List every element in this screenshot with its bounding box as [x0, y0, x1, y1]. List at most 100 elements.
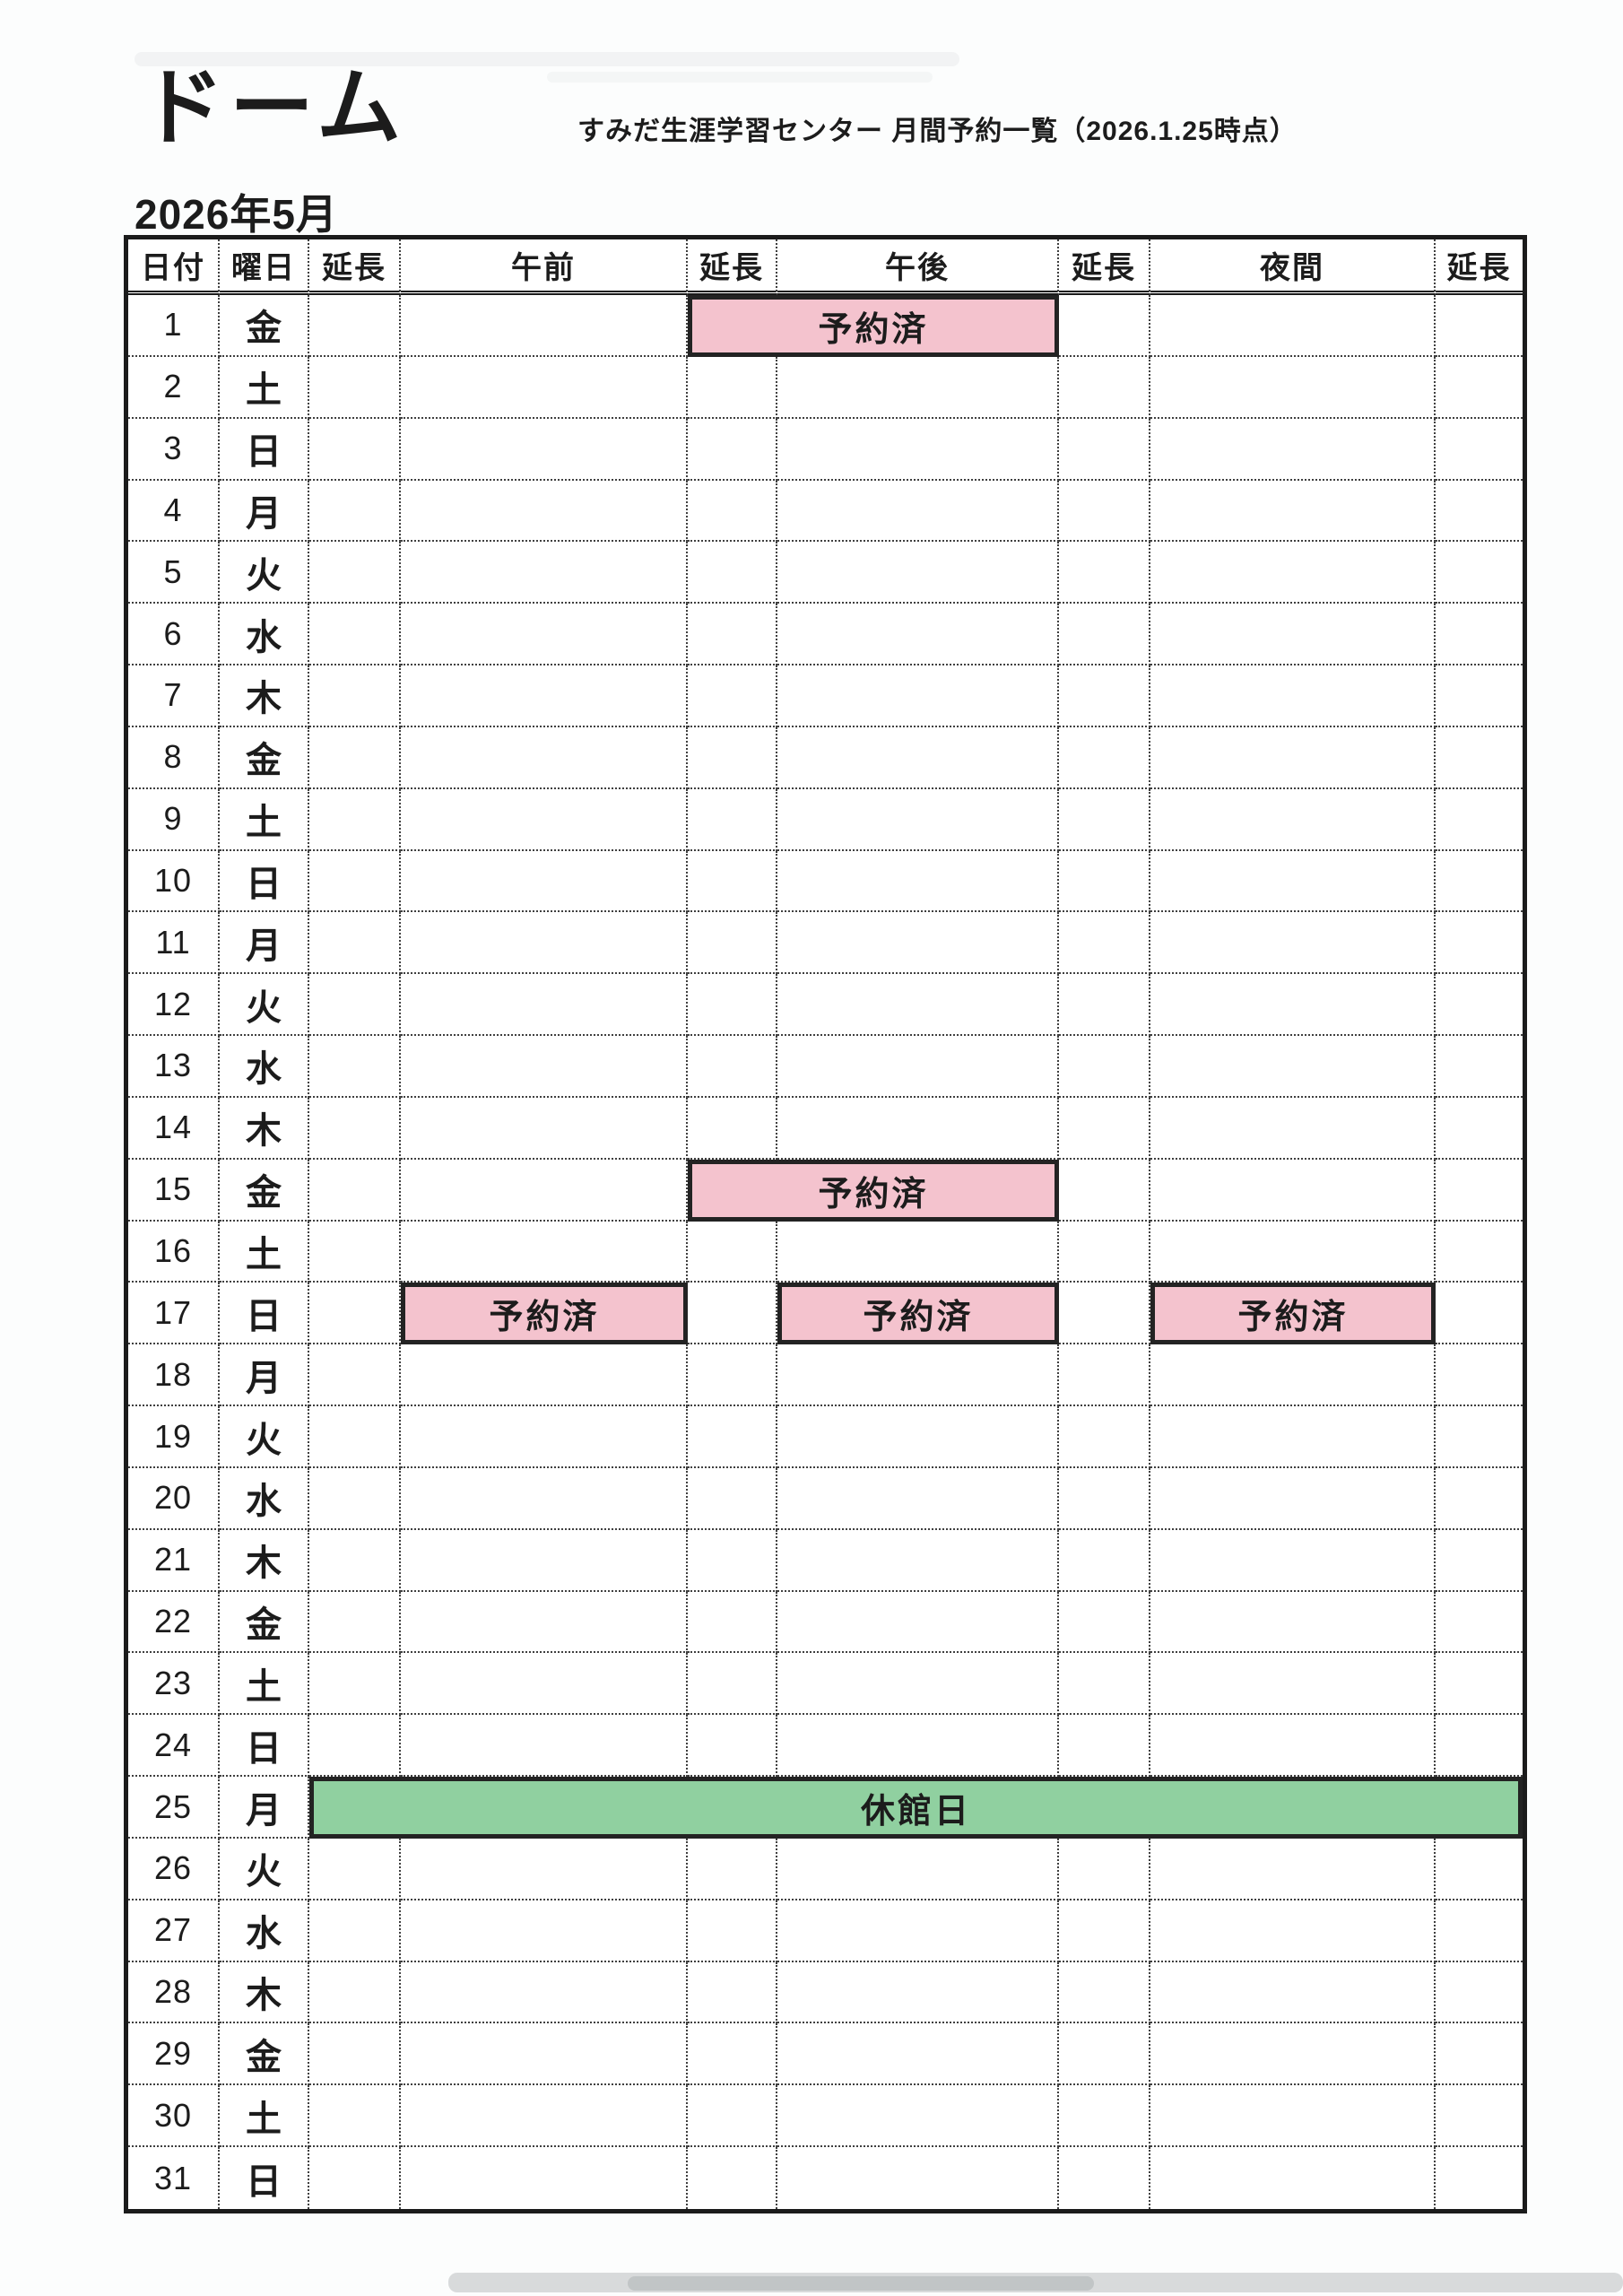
- slot-cell: [777, 480, 1059, 543]
- slot-cell: [401, 2023, 688, 2086]
- weekday-cell: 土: [220, 2085, 309, 2148]
- weekday-cell: 金: [220, 1591, 309, 1654]
- slot-cell: [1150, 788, 1436, 851]
- slot-cell: [1436, 295, 1523, 357]
- slot-cell: [1150, 2023, 1436, 2086]
- slot-cell: [1436, 912, 1523, 975]
- slot-cell: [401, 1529, 688, 1592]
- slot-cell: [777, 1529, 1059, 1592]
- date-cell: 3: [128, 418, 220, 481]
- date-cell: 1: [128, 295, 220, 357]
- slot-cell: [777, 356, 1059, 419]
- slot-cell: [309, 850, 401, 913]
- slot-cell: [1150, 1653, 1436, 1716]
- slot-cell: [688, 356, 777, 419]
- slot-cell: [688, 1406, 777, 1468]
- date-cell: 21: [128, 1529, 220, 1592]
- date-cell: 7: [128, 665, 220, 727]
- weekday-cell: 月: [220, 1344, 309, 1407]
- slot-cell: [1059, 665, 1150, 727]
- date-cell: 2: [128, 356, 220, 419]
- slot-cell: [688, 480, 777, 543]
- slot-cell: [309, 1221, 401, 1283]
- slot-cell: [309, 665, 401, 727]
- slot-cell: [309, 480, 401, 543]
- slot-cell: [777, 1900, 1059, 1962]
- slot-cell: [1059, 788, 1150, 851]
- slot-cell: [688, 418, 777, 481]
- slot-cell: [777, 2023, 1059, 2086]
- weekday-cell: 土: [220, 356, 309, 419]
- slot-cell: [1436, 1715, 1523, 1778]
- slot-cell: [1436, 419, 1523, 481]
- weekday-cell: 火: [220, 1838, 309, 1900]
- slot-cell: [688, 542, 777, 604]
- slot-cell: [1059, 726, 1150, 789]
- slot-cell: [777, 1467, 1059, 1530]
- slot-cell: [1150, 1406, 1436, 1468]
- slot-cell: [1436, 2023, 1523, 2086]
- slot-cell: [777, 1961, 1059, 2024]
- slot-cell: [1150, 2085, 1436, 2148]
- slot-cell: [688, 1344, 777, 1407]
- weekday-cell: 水: [220, 1467, 309, 1530]
- slot-cell: [1436, 1344, 1523, 1407]
- slot-cell: [1436, 974, 1523, 1037]
- slot-cell: [688, 1097, 777, 1160]
- slot-cell: [1059, 1097, 1150, 1160]
- slot-cell: [777, 1097, 1059, 1160]
- slot-cell: [309, 1591, 401, 1654]
- date-cell: 22: [128, 1591, 220, 1654]
- weekday-cell: 水: [220, 604, 309, 666]
- slot-cell: [688, 665, 777, 727]
- slot-cell: [777, 1344, 1059, 1407]
- weekday-cell: 土: [220, 1221, 309, 1283]
- slot-cell: [401, 912, 688, 975]
- slot-cell: [309, 295, 401, 357]
- slot-cell: [1436, 1222, 1523, 1283]
- date-cell: 29: [128, 2023, 220, 2086]
- slot-cell: [401, 1097, 688, 1160]
- reserved-block: 予約済: [777, 1283, 1059, 1345]
- slot-cell: [1150, 2147, 1436, 2209]
- header-ext-1: 延長: [309, 239, 401, 295]
- date-cell: 4: [128, 480, 220, 543]
- slot-cell: [688, 2147, 777, 2209]
- slot-cell: [777, 1591, 1059, 1654]
- weekday-cell: 火: [220, 1406, 309, 1468]
- slot-cell: [688, 1961, 777, 2024]
- reservation-table: 日付 曜日 延長 午前 延長 午後 延長 夜間 延長 1 金予約済 2 土 3 日 4 月 5 火 6 水 7 木 8 金 9 土 1…: [124, 235, 1527, 2213]
- slot-cell: [309, 2085, 401, 2148]
- slot-cell: [401, 1406, 688, 1468]
- slot-cell: [401, 1467, 688, 1530]
- slot-cell: [777, 2085, 1059, 2148]
- slot-cell: [1436, 727, 1523, 789]
- date-cell: 16: [128, 1221, 220, 1283]
- slot-cell: [1436, 789, 1523, 851]
- weekday-cell: 土: [220, 1653, 309, 1716]
- slot-cell: [309, 912, 401, 975]
- slot-cell: [1059, 850, 1150, 913]
- slot-cell: [1059, 1653, 1150, 1716]
- reserved-block: 予約済: [688, 1159, 1059, 1222]
- slot-cell: [1436, 665, 1523, 727]
- slot-cell: [777, 1406, 1059, 1468]
- header-weekday: 曜日: [220, 239, 309, 295]
- date-cell: 8: [128, 726, 220, 789]
- weekday-cell: 日: [220, 1715, 309, 1778]
- slot-cell: [1150, 1591, 1436, 1654]
- scan-artifact: [628, 2276, 1094, 2291]
- slot-cell: [1059, 1344, 1150, 1407]
- slot-cell: [1436, 1468, 1523, 1530]
- weekday-cell: 日: [220, 850, 309, 913]
- weekday-cell: 日: [220, 2147, 309, 2209]
- slot-cell: [309, 2023, 401, 2086]
- slot-cell: [309, 1961, 401, 2024]
- slot-cell: [309, 1344, 401, 1407]
- slot-cell: [1059, 1529, 1150, 1592]
- slot-cell: [777, 788, 1059, 851]
- slot-cell: [777, 912, 1059, 975]
- slot-cell: [1059, 480, 1150, 543]
- slot-cell: [688, 604, 777, 666]
- slot-cell: [401, 726, 688, 789]
